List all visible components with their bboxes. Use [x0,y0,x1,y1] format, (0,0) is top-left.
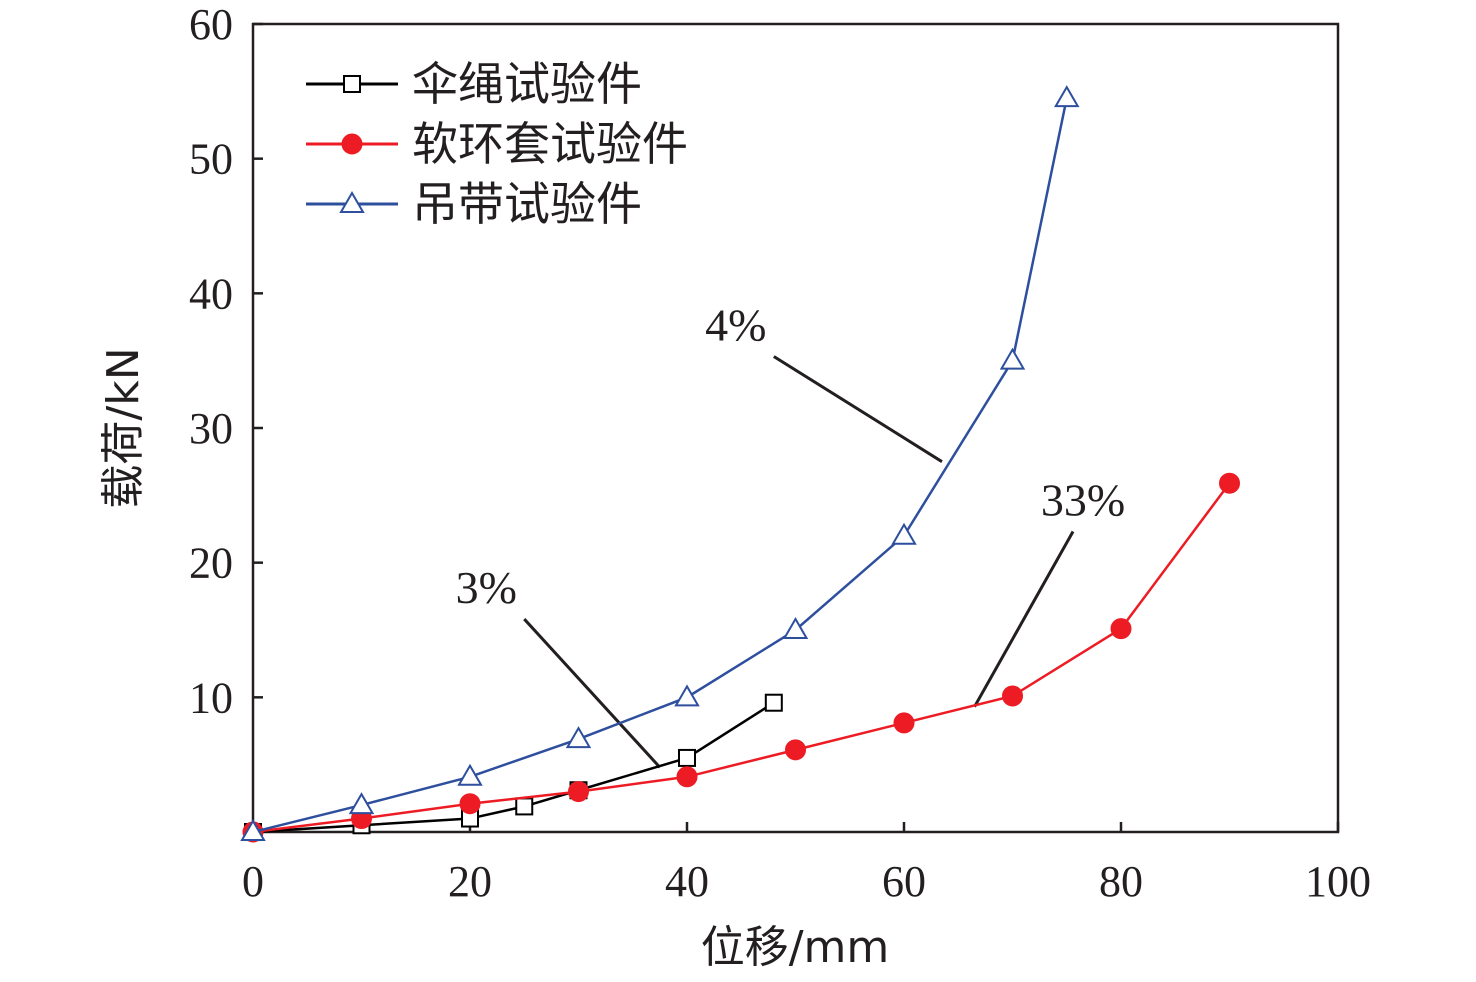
axis-ticks: 0 20 40 60 80 100 10 20 30 40 50 60 [189,0,1371,906]
y-tick-label: 20 [189,539,233,588]
legend-label: 伞绳试验件 [412,57,642,111]
legend-label: 吊带试验件 [412,177,642,231]
annotation-leader [973,530,1075,708]
data-point [678,748,696,767]
data-point [1110,618,1132,640]
y-tick-label: 40 [189,269,233,318]
y-tick-label: 10 [189,673,233,722]
data-point [674,684,700,707]
data-point [457,763,483,786]
x-tick-label: 60 [882,857,926,906]
data-point [1054,85,1080,108]
annotations: 4% 3% 33% [456,299,1125,769]
data-point [893,712,915,734]
y-tick-label: 30 [189,404,233,453]
data-point [782,617,809,639]
data-point [459,793,481,815]
y-tick-label: 50 [189,135,233,184]
data-point [240,819,266,841]
data-point [568,781,589,803]
data-point [891,522,917,545]
x-tick-label: 0 [242,857,264,906]
data-point [515,797,534,816]
data-point [676,766,698,788]
annotation-label: 3% [456,562,517,613]
x-tick-label: 20 [448,857,492,906]
annotation-leader [523,618,661,769]
x-tick-label: 40 [665,857,709,906]
annotation-label: 4% [705,299,766,350]
data-series [240,85,1240,843]
x-tick-label: 80 [1099,857,1143,906]
annotation-leader [773,355,943,463]
y-tick-label: 60 [189,0,233,49]
data-point [565,726,592,749]
data-point [1002,685,1023,707]
annotation-label: 33% [1041,475,1125,526]
data-point [348,792,375,815]
x-axis-title: 位移/mm [701,922,890,973]
x-tick-label: 100 [1305,857,1371,906]
data-point [764,693,783,712]
legend-label: 软环套试验件 [412,117,688,171]
series-line [252,97,1068,834]
series-line [252,482,1231,834]
data-point [1219,472,1240,494]
data-point [785,739,806,761]
data-point [999,347,1026,370]
legend-marker [341,133,363,155]
y-axis-title: 载荷/kN [98,347,149,508]
legend-marker [339,191,365,213]
legend-marker [343,75,361,93]
